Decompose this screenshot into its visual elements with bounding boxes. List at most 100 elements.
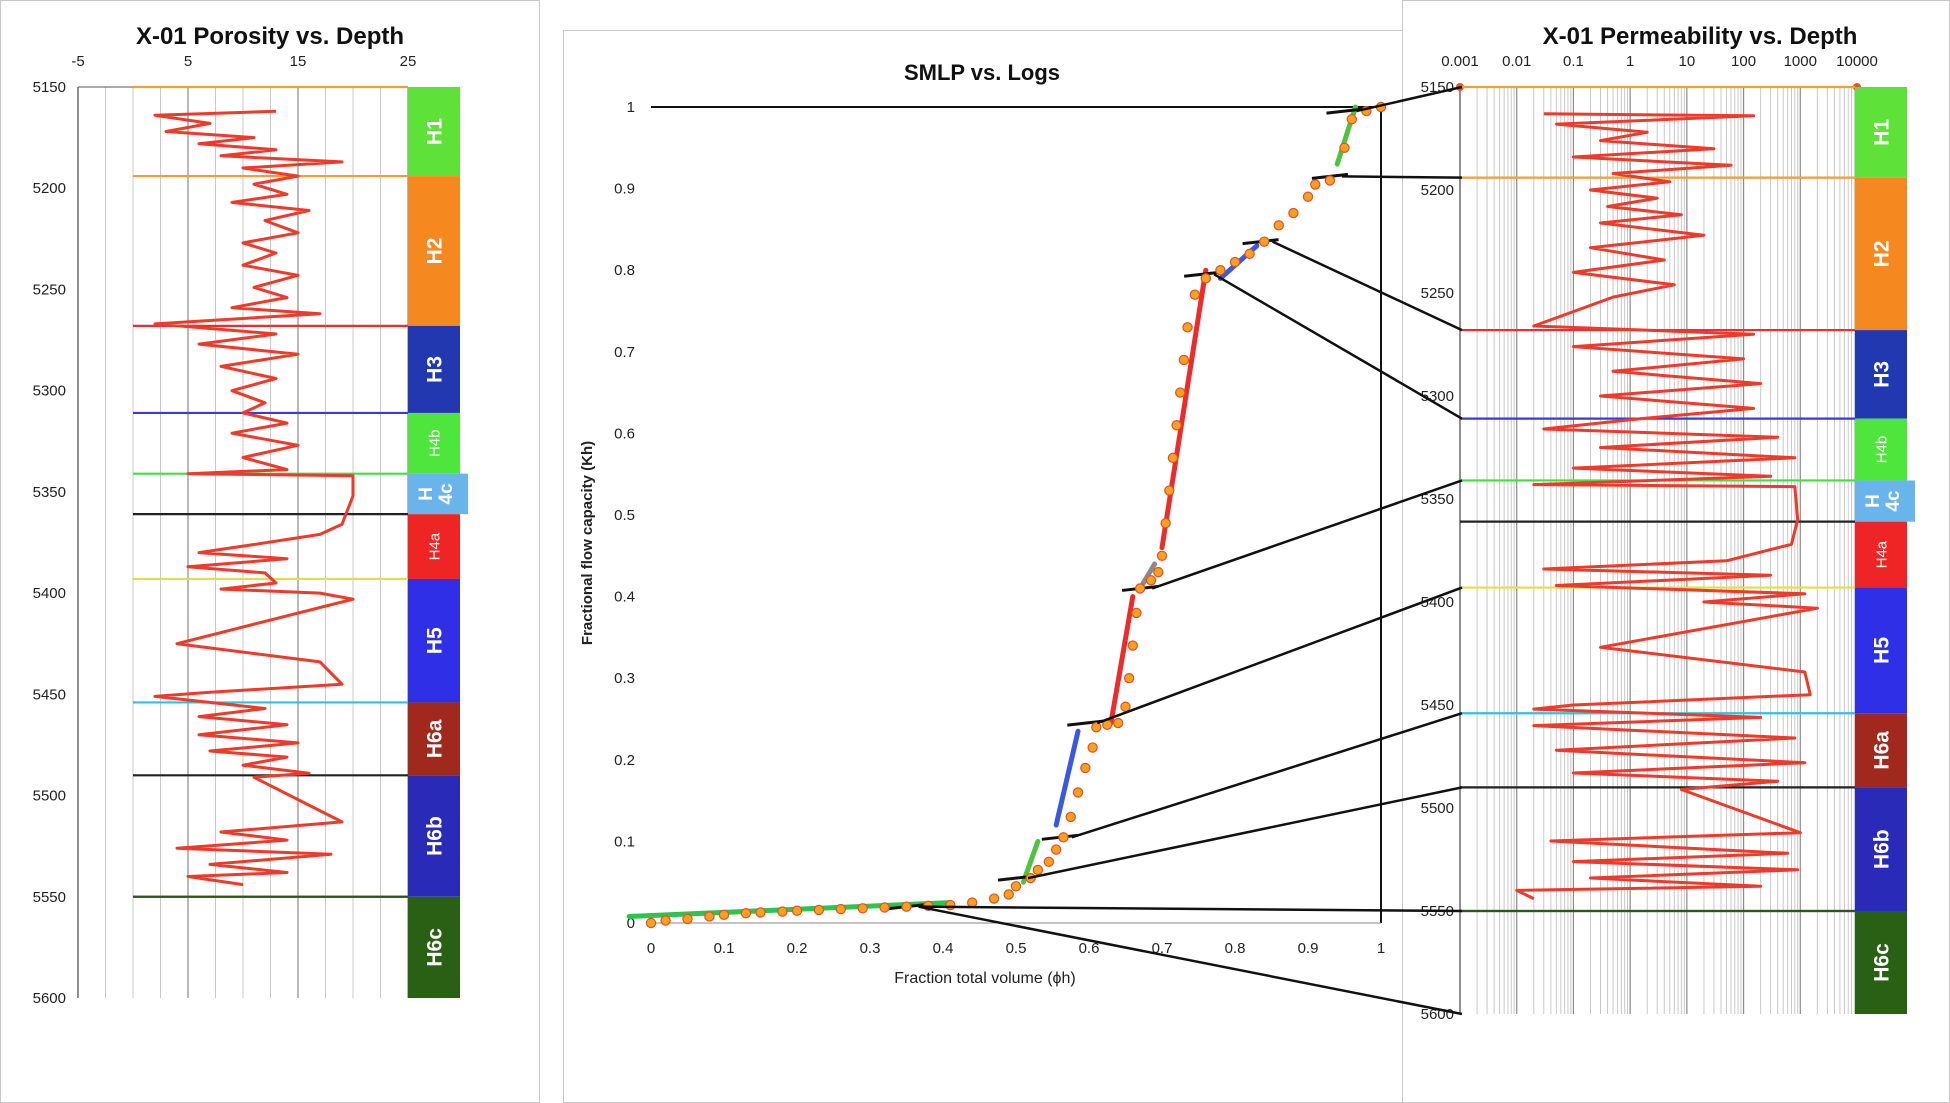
zone-connector-line	[1096, 586, 1463, 725]
permeability-zone-block	[1855, 521, 1907, 588]
smlp-log-point	[755, 907, 766, 918]
smlp-y-tick-label: 0.8	[614, 262, 635, 279]
permeability-x-tick-label: 0.01	[1502, 53, 1531, 70]
permeability-x-tick-label: 0.001	[1441, 53, 1479, 70]
smlp-log-point	[740, 908, 752, 919]
smlp-log-point	[813, 904, 825, 916]
permeability-depth-tick-label: 5350	[1421, 491, 1454, 508]
permeability-zone-label: H1	[1870, 119, 1893, 146]
porosity-depth-tick-label: 5200	[33, 180, 66, 197]
permeability-zone-block	[1855, 418, 1907, 481]
permeability-zone-label: H5	[1870, 637, 1893, 664]
porosity-zone-block	[408, 514, 460, 579]
smlp-title: SMLP vs. Logs	[904, 60, 1060, 85]
smlp-y-tick-label: 0.3	[614, 670, 635, 687]
smlp-log-point	[777, 906, 788, 917]
porosity-zone-label: H	[416, 487, 437, 501]
smlp-boundary-tick	[1183, 270, 1221, 278]
smlp-log-point	[857, 903, 868, 914]
smlp-log-point	[1189, 289, 1201, 300]
smlp-x-tick-label: 0.6	[1079, 940, 1100, 957]
smlp-x-axis-label: Fraction total volume (ϕh)	[894, 970, 1075, 987]
smlp-log-point	[1080, 762, 1091, 774]
permeability-depth-tick-label: 5450	[1421, 697, 1454, 714]
smlp-log-point	[1087, 742, 1098, 753]
porosity-zone-label: H6c	[423, 928, 446, 967]
permeability-x-tick-label: 1000	[1784, 53, 1817, 70]
smlp-log-point	[1215, 265, 1226, 276]
smlp-segment	[1020, 838, 1041, 885]
zone-connector-line	[1071, 712, 1463, 839]
smlp-log-point	[1003, 889, 1014, 900]
zone-connector-line	[1356, 85, 1463, 113]
porosity-x-tick-label: -5	[71, 53, 84, 70]
smlp-log-point	[988, 893, 1000, 904]
permeability-zone-label: H6b	[1870, 829, 1893, 869]
permeability-zone-label: H6a	[1870, 731, 1893, 770]
smlp-log-point	[1229, 256, 1241, 268]
porosity-depth-tick-label: 5550	[33, 889, 66, 906]
smlp-log-point	[967, 897, 978, 908]
zone-connector-line	[1151, 479, 1463, 590]
permeability-track: 0.001 0.01 0.1 1 10 100 1000 100005150520052505…	[1421, 53, 1915, 1023]
zone-connector-line	[1213, 273, 1463, 420]
smlp-log-point	[1178, 354, 1190, 366]
porosity-zone-label: H1	[423, 118, 446, 145]
porosity-zone-label: H4b	[426, 430, 443, 458]
smlp-log-point	[1156, 550, 1168, 562]
smlp-y-tick-label: 0.9	[614, 181, 635, 198]
smlp-log-point	[1302, 191, 1314, 202]
porosity-zone-block	[408, 702, 460, 776]
porosity-zone-block	[408, 775, 460, 897]
smlp-log-point	[704, 911, 715, 922]
porosity-zone-label: H4a	[426, 532, 443, 560]
zone-connector-line	[1027, 786, 1463, 880]
porosity-depth-tick-label: 5450	[33, 686, 66, 703]
smlp-y-tick-label: 0.1	[614, 833, 635, 850]
permeability-zone-block	[1855, 330, 1907, 419]
smlp-y-tick-label: 0.2	[614, 752, 635, 769]
porosity-zone-label: H6a	[423, 719, 446, 758]
smlp-log-point	[791, 905, 803, 916]
smlp-y-tick-label: 0.4	[614, 589, 635, 606]
porosity-depth-tick-label: 5300	[33, 383, 66, 400]
porosity-x-tick-label: 15	[290, 53, 307, 70]
porosity-zone-label: 4c	[436, 483, 457, 505]
smlp-log-point	[1153, 566, 1164, 578]
permeability-title: X-01 Permeability vs. Depth	[1543, 23, 1858, 50]
porosity-depth-tick-label: 5400	[33, 585, 66, 602]
smlp-log-point	[1200, 273, 1212, 284]
porosity-zone-block	[408, 176, 460, 326]
porosity-depth-tick-label: 5350	[33, 484, 66, 501]
smlp-log-point	[1123, 673, 1135, 684]
permeability-x-tick-label: 100	[1731, 53, 1756, 70]
porosity-x-tick-label: 5	[184, 53, 192, 70]
smlp-x-tick-label: 0.2	[787, 940, 808, 957]
smlp-log-point	[1043, 856, 1055, 868]
porosity-depth-tick-label: 5150	[33, 79, 66, 96]
permeability-zone-block	[1855, 587, 1907, 714]
permeability-x-tick-label: 10	[1679, 53, 1696, 70]
permeability-zone-label: H3	[1870, 361, 1893, 388]
smlp-log-point	[1072, 787, 1084, 798]
smlp-log-point	[879, 902, 890, 913]
porosity-depth-tick-label: 5600	[33, 990, 66, 1007]
smlp-y-tick-label: 0	[627, 915, 635, 932]
smlp-segment	[1108, 594, 1136, 726]
smlp-log-point	[1134, 583, 1146, 594]
permeability-curve	[1515, 112, 1819, 900]
smlp-x-tick-label: 0.8	[1225, 940, 1246, 957]
smlp-log-point	[901, 901, 912, 912]
smlp-x-tick-label: 0.1	[714, 940, 735, 957]
porosity-curve	[153, 109, 355, 887]
permeability-depth-tick-label: 5400	[1421, 594, 1454, 611]
porosity-zone-block	[408, 87, 460, 177]
permeability-depth-tick-label: 5500	[1421, 800, 1454, 817]
porosity-zone-label: H6b	[423, 816, 446, 856]
smlp-log-point	[1346, 114, 1358, 125]
smlp-log-point	[1310, 179, 1321, 190]
zone-connector-line	[1341, 175, 1463, 179]
smlp-log-point	[1112, 717, 1124, 729]
smlp-y-tick-label: 0.7	[614, 344, 635, 361]
